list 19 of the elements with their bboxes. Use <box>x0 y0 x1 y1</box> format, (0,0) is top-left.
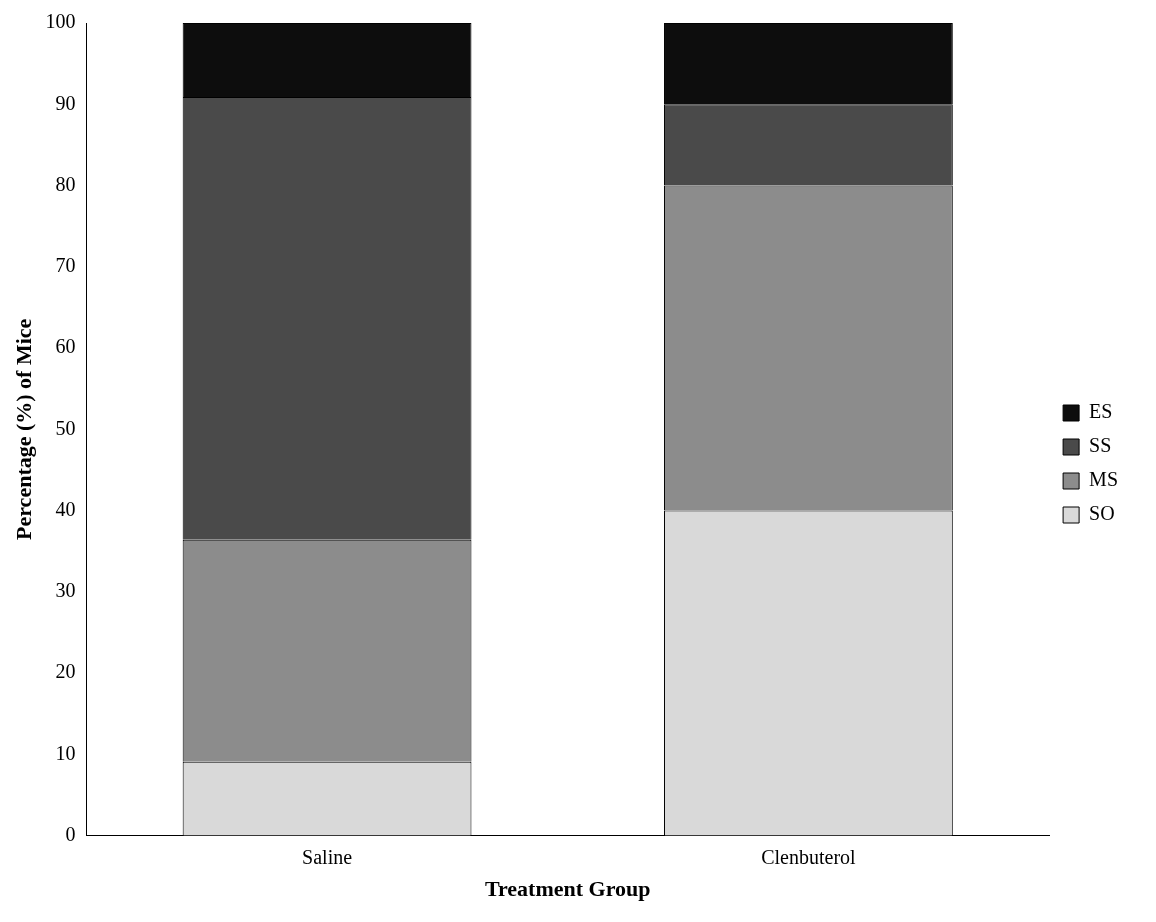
legend-label: SS <box>1089 434 1112 457</box>
x-tick-label: Clenbuterol <box>761 845 857 868</box>
y-tick-label: 70 <box>55 254 76 277</box>
legend-label: SO <box>1089 502 1115 525</box>
y-tick-label: 10 <box>55 741 76 764</box>
x-axis-title: Treatment Group <box>484 876 651 902</box>
x-tick-label: Saline <box>302 845 353 868</box>
y-axis-title: Percentage (%) of Mice <box>10 318 36 540</box>
y-tick-label: 50 <box>55 416 76 439</box>
y-tick-label: 20 <box>55 660 76 683</box>
y-tick-label: 30 <box>55 579 76 602</box>
y-tick-label: 40 <box>55 497 76 520</box>
y-tick-label: 100 <box>45 10 76 33</box>
y-tick-label: 90 <box>55 91 76 114</box>
y-tick-label: 60 <box>55 335 76 358</box>
y-tick-label: 80 <box>55 172 76 195</box>
legend-label: MS <box>1089 468 1118 491</box>
legend-label: ES <box>1089 400 1113 423</box>
y-tick-label: 0 <box>65 822 76 845</box>
